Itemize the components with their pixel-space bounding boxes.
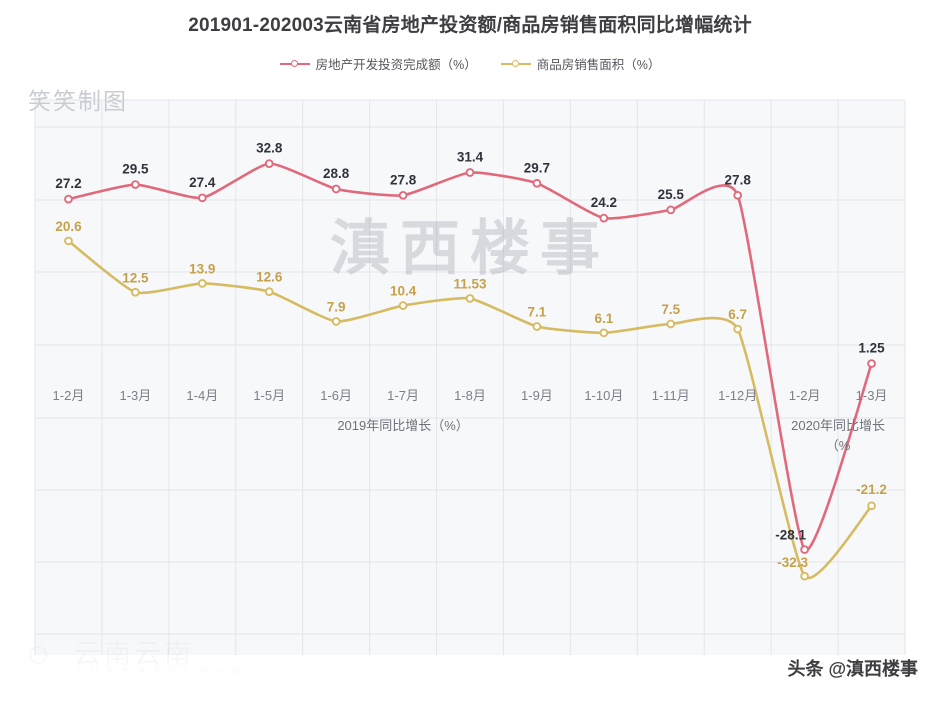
- data-point-marker[interactable]: [64, 194, 73, 204]
- legend-line-marker-icon: [279, 58, 310, 70]
- data-label: -32.3: [777, 555, 808, 570]
- data-label: 10.4: [390, 284, 417, 299]
- page-title: 201901-202003云南省房地产投资额/商品房销售面积同比增幅统计: [188, 15, 752, 36]
- data-point-marker[interactable]: [131, 287, 140, 297]
- data-label: -21.2: [856, 482, 887, 497]
- data-label: 29.5: [122, 162, 149, 177]
- x-tick-label: 1-10月: [584, 388, 623, 403]
- x-axis-tick-labels: 1-2月 1-3月 1-4月 1-5月 1-6月 1-7月 1-8月 1-9月 1-10月 1-1…: [53, 388, 888, 403]
- data-point-marker[interactable]: [197, 279, 207, 288]
- data-point-marker[interactable]: [465, 168, 475, 177]
- series-layer: [64, 159, 876, 581]
- data-label: 7.1: [528, 305, 547, 320]
- x-tick-label: 1-8月: [454, 388, 486, 403]
- data-point-marker[interactable]: [867, 359, 876, 368]
- group-label-2020-line1: 2020年同比增长: [791, 418, 885, 433]
- data-point-marker[interactable]: [532, 322, 542, 331]
- legend-label-sales-area: 商品房销售面积（%）: [536, 58, 661, 72]
- data-label: 27.8: [725, 172, 752, 187]
- chart-legend: 房地产开发投资完成额（%） 商品房销售面积（%）: [0, 54, 940, 73]
- data-label: 7.5: [661, 302, 680, 317]
- data-label: 27.4: [189, 175, 216, 190]
- data-point-marker[interactable]: [800, 545, 809, 554]
- data-label: 25.5: [658, 187, 685, 202]
- x-tick-label: 1-12月: [718, 388, 757, 403]
- data-point-marker[interactable]: [398, 301, 408, 310]
- data-point-marker[interactable]: [64, 236, 73, 246]
- data-point-marker[interactable]: [264, 159, 274, 168]
- data-label: 13.9: [189, 261, 215, 276]
- plot-background: [35, 100, 905, 655]
- data-label: 11.53: [453, 276, 487, 291]
- data-label: 32.8: [256, 141, 283, 156]
- data-point-marker[interactable]: [465, 294, 475, 303]
- data-point-marker[interactable]: [264, 287, 274, 296]
- group-label-2020-line2: （%: [826, 438, 851, 453]
- data-label: 27.8: [390, 172, 417, 187]
- x-tick-label: 1-4月: [186, 388, 218, 403]
- data-point-marker[interactable]: [131, 180, 140, 189]
- data-label: -28.1: [775, 528, 806, 543]
- data-point-labels: 27.2 29.5 27.4 32.8 28.8 27.8 31.4 29.7 24.2 25.5…: [55, 141, 887, 571]
- data-label: 31.4: [457, 150, 484, 165]
- legend-item-investment[interactable]: 房地产开发投资完成额（%）: [279, 54, 477, 73]
- data-point-marker[interactable]: [666, 205, 676, 215]
- x-tick-label: 1-7月: [387, 388, 419, 403]
- data-label: 29.7: [524, 160, 550, 175]
- x-tick-label: 1-6月: [320, 388, 352, 403]
- x-tick-label: 1-2月: [789, 388, 821, 403]
- data-label: 12.6: [256, 270, 283, 285]
- data-point-marker[interactable]: [331, 317, 341, 326]
- legend-item-sales-area[interactable]: 商品房销售面积（%）: [500, 54, 661, 73]
- x-tick-label: 1-3月: [119, 388, 151, 403]
- data-point-marker[interactable]: [733, 324, 743, 334]
- data-label: 28.8: [323, 166, 350, 181]
- x-tick-label: 1-11月: [652, 388, 690, 403]
- data-label: 6.7: [728, 307, 747, 322]
- data-label: 1.25: [858, 341, 885, 356]
- legend-line-marker-icon: [500, 58, 531, 70]
- legend-label-investment: 房地产开发投资完成额（%）: [315, 58, 477, 72]
- data-point-marker[interactable]: [398, 190, 408, 200]
- data-label: 6.1: [594, 311, 613, 326]
- x-tick-label: 1-9月: [521, 388, 553, 403]
- data-point-marker[interactable]: [331, 184, 341, 194]
- x-tick-label: 1-3月: [856, 388, 888, 403]
- x-tick-label: 1-2月: [53, 388, 85, 403]
- data-point-marker[interactable]: [867, 501, 876, 511]
- data-label: 7.9: [327, 299, 346, 314]
- data-label: 24.2: [591, 195, 617, 210]
- attribution-text: 头条 @滇西楼事: [787, 659, 918, 679]
- data-point-marker[interactable]: [599, 328, 609, 338]
- data-point-marker[interactable]: [197, 193, 207, 203]
- x-tick-label: 1-5月: [253, 388, 285, 403]
- group-label-2019: 2019年同比增长（%）: [337, 418, 468, 433]
- data-point-marker[interactable]: [532, 178, 542, 188]
- x-axis-group-labels: 2019年同比增长（%） 2020年同比增长 （%: [337, 418, 885, 453]
- horizontal-gridlines: [35, 99, 905, 635]
- data-label: 20.6: [55, 219, 82, 234]
- data-label: 12.5: [122, 270, 149, 285]
- data-point-marker[interactable]: [599, 213, 609, 223]
- data-label: 27.2: [55, 176, 81, 191]
- data-point-marker[interactable]: [733, 190, 743, 200]
- data-point-marker[interactable]: [800, 571, 809, 581]
- data-point-marker[interactable]: [666, 319, 676, 329]
